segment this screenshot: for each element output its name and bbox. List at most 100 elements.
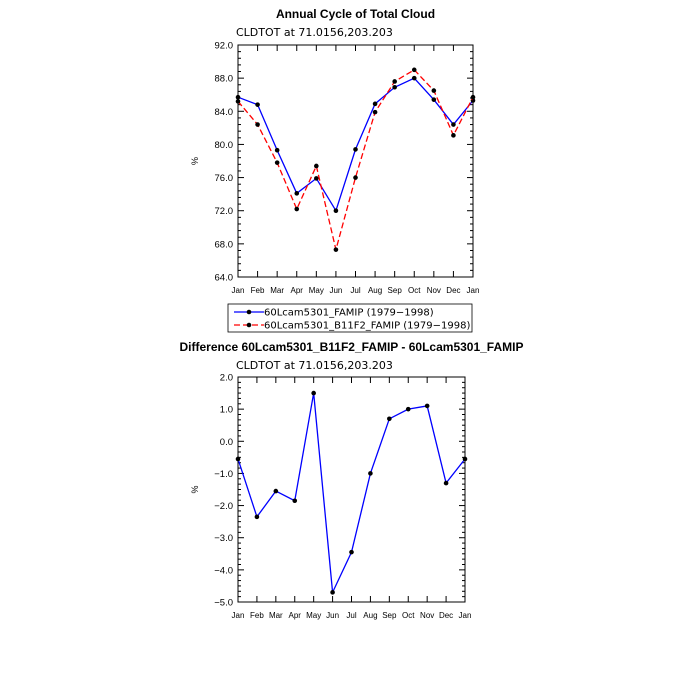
chart-1: Annual Cycle of Total Cloud CLDTOT at 71.… <box>190 7 480 333</box>
chart-2: Difference 60Lcam5301_B11F2_FAMIP - 60Lc… <box>180 340 524 620</box>
x-tick-label: May <box>306 611 321 620</box>
data-point <box>311 390 316 396</box>
y-tick-label: 92.0 <box>215 41 234 52</box>
legend-marker <box>246 322 252 328</box>
x-tick-label: Jan <box>459 611 472 620</box>
y-tick-label: 68.0 <box>215 239 234 250</box>
x-tick-label: Jan <box>232 611 245 620</box>
y-tick-label: −5.0 <box>214 598 233 609</box>
data-point <box>411 75 417 81</box>
chart-subtitle: CLDTOT at 71.0156,203.203 <box>236 26 393 39</box>
data-point <box>333 247 339 252</box>
data-point <box>235 99 241 104</box>
data-point <box>353 175 358 180</box>
x-tick-label: Jun <box>329 286 342 295</box>
plot-frame <box>237 376 466 603</box>
y-tick-label: 84.0 <box>215 107 234 118</box>
y-tick-label: 88.0 <box>215 74 234 85</box>
data-point <box>314 163 319 169</box>
legend-entry: 60Lcam5301_FAMIP (1979−1998) <box>264 308 434 319</box>
x-tick-label: Sep <box>382 611 397 620</box>
data-point <box>411 67 417 73</box>
x-tick-label: Feb <box>250 611 264 620</box>
data-point <box>443 480 449 486</box>
x-tick-label: Mar <box>270 286 284 295</box>
y-axis-label: % <box>190 485 200 493</box>
y-tick-label: 2.0 <box>220 373 233 384</box>
plot-frame <box>237 44 474 278</box>
y-tick-label: −1.0 <box>214 469 233 480</box>
data-point <box>235 94 241 100</box>
y-axis-label: % <box>190 157 200 165</box>
data-point <box>330 590 335 595</box>
data-point <box>372 101 378 107</box>
series-1 <box>235 390 468 595</box>
legend-entry: 60Lcam5301_B11F2_FAMIP (1979−1998) <box>264 321 470 332</box>
legend-box <box>227 303 473 333</box>
y-tick-label: 76.0 <box>215 173 234 184</box>
x-tick-label: Nov <box>427 286 441 295</box>
data-point <box>294 206 300 212</box>
data-point <box>255 102 260 107</box>
x-tick-label: Nov <box>420 611 434 620</box>
data-point <box>349 549 354 555</box>
x-tick-label: Aug <box>363 611 377 620</box>
data-point <box>353 147 358 152</box>
y-tick-label: 1.0 <box>220 405 233 416</box>
data-point <box>470 94 476 100</box>
series-line <box>237 392 466 595</box>
y-tick-label: 80.0 <box>215 140 234 151</box>
x-tick-label: Apr <box>289 611 302 620</box>
x-tick-label: Oct <box>408 286 421 295</box>
series-2 <box>235 67 476 252</box>
legend-marker <box>246 309 252 315</box>
x-tick-label: Mar <box>269 611 283 620</box>
x-tick-label: May <box>309 286 324 295</box>
series-1 <box>235 75 476 214</box>
x-tick-label: Jun <box>326 611 339 620</box>
x-tick-label: Jul <box>350 286 360 295</box>
y-tick-label: 72.0 <box>215 206 234 217</box>
x-tick-label: Dec <box>439 611 453 620</box>
data-point <box>372 109 378 115</box>
legend: 60Lcam5301_FAMIP (1979−1998) 60Lcam5301_B… <box>227 303 473 333</box>
data-point <box>333 208 339 214</box>
data-point <box>368 471 373 476</box>
data-point <box>392 79 397 84</box>
data-point <box>273 488 279 494</box>
data-point <box>424 403 430 409</box>
data-point <box>255 122 260 127</box>
data-point <box>292 498 298 504</box>
x-tick-label: Oct <box>402 611 415 620</box>
series-line <box>237 69 474 250</box>
x-tick-label: Jul <box>346 611 356 620</box>
chart-title: Difference 60Lcam5301_B11F2_FAMIP - 60Lc… <box>180 340 524 354</box>
data-point <box>235 456 241 462</box>
data-point <box>451 122 456 127</box>
data-point <box>431 97 437 102</box>
chart-title: Annual Cycle of Total Cloud <box>276 7 435 21</box>
y-tick-label: −2.0 <box>214 501 233 512</box>
x-tick-label: Dec <box>446 286 460 295</box>
data-point <box>387 416 392 422</box>
x-tick-label: Sep <box>388 286 403 295</box>
data-point <box>294 191 300 196</box>
y-tick-label: 64.0 <box>215 273 234 284</box>
data-point <box>274 160 280 165</box>
y-tick-label: −4.0 <box>214 565 233 576</box>
data-point <box>392 84 397 90</box>
data-point <box>274 147 280 153</box>
x-tick-label: Jan <box>232 286 245 295</box>
y-tick-label: 0.0 <box>220 437 233 448</box>
x-tick-label: Apr <box>291 286 304 295</box>
x-tick-label: Jan <box>467 286 480 295</box>
chart-subtitle: CLDTOT at 71.0156,203.203 <box>236 359 393 372</box>
data-point <box>462 456 468 462</box>
data-point <box>405 406 411 412</box>
x-tick-label: Feb <box>251 286 265 295</box>
x-tick-label: Aug <box>368 286 382 295</box>
y-tick-label: −3.0 <box>214 533 233 544</box>
data-point <box>254 514 260 520</box>
data-point <box>451 133 456 138</box>
